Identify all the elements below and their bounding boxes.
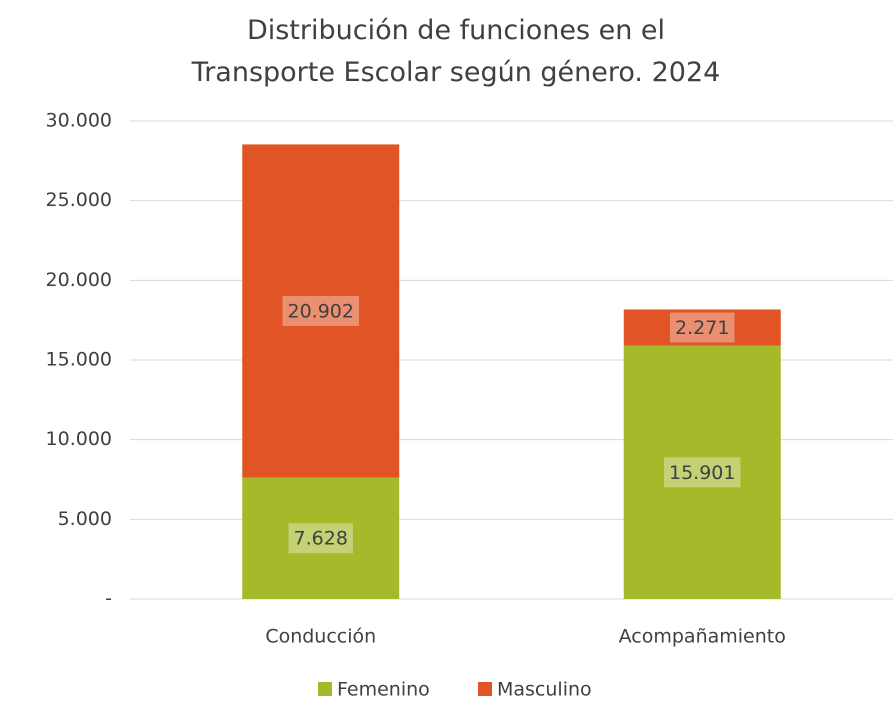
y-tick-label: 25.000: [46, 189, 112, 211]
bar-segment: [242, 477, 400, 599]
chart-title: Distribución de funciones en el Transpor…: [191, 15, 721, 88]
y-tick-label: 15.000: [46, 349, 112, 371]
y-tick-label: 30.000: [46, 110, 112, 132]
x-tick-label: Acompañamiento: [619, 626, 786, 648]
data-label: 2.271: [675, 317, 729, 339]
data-label-background: [670, 312, 735, 343]
data-label: 7.628: [294, 528, 348, 550]
y-tick-label: 5.000: [58, 508, 112, 530]
legend-label: Femenino: [337, 679, 430, 701]
bar-segment: [623, 345, 781, 599]
legend-swatch: [478, 682, 492, 696]
legend-swatch: [318, 682, 332, 696]
y-tick-label: 20.000: [46, 269, 112, 291]
data-label: 20.902: [288, 300, 354, 322]
data-label-background: [288, 523, 353, 554]
x-tick-label: Conducción: [265, 626, 376, 648]
data-label-background: [664, 457, 741, 488]
legend-label: Masculino: [497, 679, 592, 701]
y-tick-label: 10.000: [46, 428, 112, 450]
y-tick-label: -: [105, 588, 112, 610]
bar-segment: [242, 144, 400, 478]
data-label: 15.901: [669, 462, 735, 484]
data-label-background: [282, 295, 359, 326]
bar-segment: [623, 309, 781, 346]
